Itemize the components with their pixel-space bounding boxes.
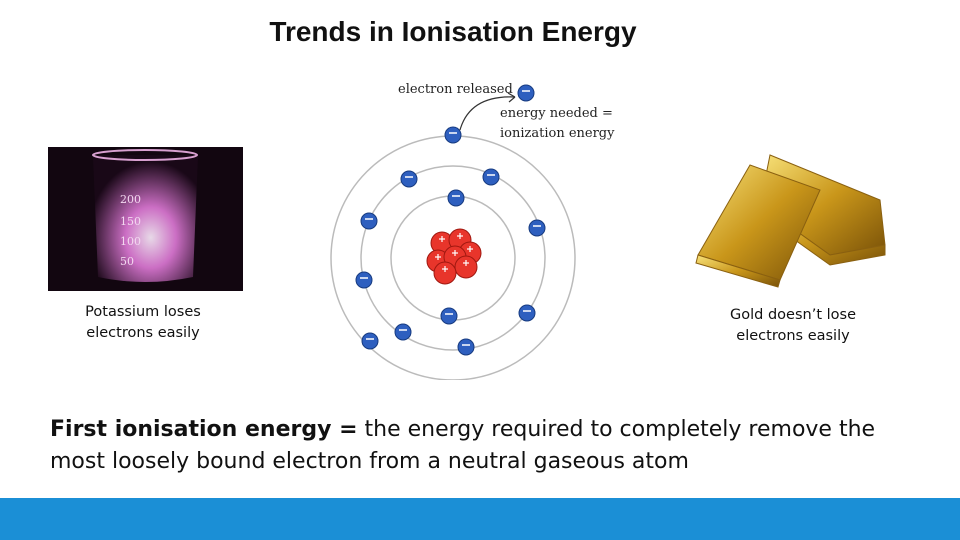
potassium-image: 200 150 100 50 bbox=[48, 147, 243, 291]
electron bbox=[394, 323, 412, 341]
electron bbox=[518, 304, 536, 322]
slide-title: Trends in Ionisation Energy bbox=[269, 16, 637, 47]
gold-image bbox=[695, 154, 886, 288]
scale-label: 100 bbox=[120, 235, 141, 248]
definition-text: the energy required to completely remove… bbox=[50, 417, 876, 474]
electron bbox=[444, 126, 462, 144]
electron bbox=[528, 219, 546, 237]
electron bbox=[457, 338, 475, 356]
released-label: electron released bbox=[398, 82, 513, 97]
electron bbox=[400, 170, 418, 188]
electron bbox=[440, 307, 458, 325]
proton bbox=[433, 261, 457, 285]
right-caption: Gold doesn’t lose electrons easily bbox=[730, 307, 856, 344]
electron bbox=[355, 271, 373, 289]
electron bbox=[482, 168, 500, 186]
electron bbox=[361, 332, 379, 350]
beaker-scale: 200 150 100 50 bbox=[120, 193, 141, 268]
definition: First ionisation energy = the energy req… bbox=[50, 414, 890, 478]
atom-diagram: electron released energy needed = ioniza… bbox=[330, 82, 615, 380]
footer-bar bbox=[0, 498, 960, 540]
proton bbox=[454, 255, 478, 279]
electron bbox=[447, 189, 465, 207]
scale-label: 50 bbox=[120, 255, 134, 268]
scale-label: 200 bbox=[120, 193, 141, 206]
scale-label: 150 bbox=[120, 215, 141, 228]
electron bbox=[517, 84, 535, 102]
energy-label: energy needed = bbox=[500, 106, 613, 121]
electron bbox=[360, 212, 378, 230]
definition-term: First ionisation energy = bbox=[50, 417, 358, 442]
energy-label: ionization energy bbox=[500, 126, 615, 141]
left-caption: Potassium loses electrons easily bbox=[85, 304, 201, 341]
